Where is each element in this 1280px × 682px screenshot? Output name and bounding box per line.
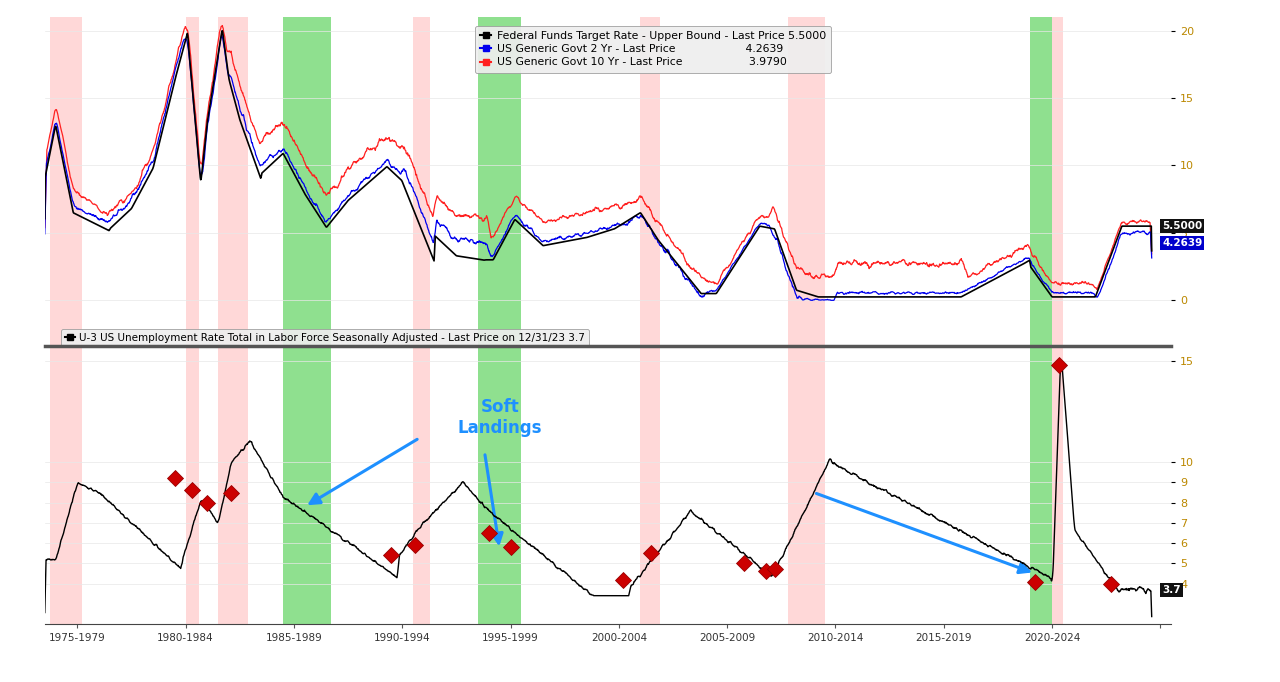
- Bar: [283, 17, 330, 321]
- Bar: [413, 321, 430, 624]
- Bar: [1030, 17, 1052, 321]
- Bar: [283, 321, 330, 624]
- Bar: [218, 321, 248, 624]
- Bar: [50, 321, 82, 624]
- Legend: U-3 US Unemployment Rate Total in Labor Force Seasonally Adjusted - Last Price o: U-3 US Unemployment Rate Total in Labor …: [61, 329, 589, 347]
- Legend: Federal Funds Target Rate - Upper Bound - Last Price 5.5000, US Generic Govt 2 Y: Federal Funds Target Rate - Upper Bound …: [475, 25, 831, 73]
- Bar: [186, 17, 198, 321]
- Bar: [50, 17, 82, 321]
- Bar: [1052, 321, 1062, 624]
- Text: Soft
Landings: Soft Landings: [457, 398, 541, 437]
- Bar: [787, 17, 824, 321]
- Bar: [218, 17, 248, 321]
- Bar: [1030, 321, 1052, 624]
- Bar: [1052, 17, 1062, 321]
- Bar: [477, 17, 521, 321]
- Bar: [640, 321, 660, 624]
- Text: 3.7: 3.7: [1162, 584, 1181, 595]
- Bar: [787, 321, 824, 624]
- Bar: [413, 17, 430, 321]
- Text: 4.2639: 4.2639: [1162, 238, 1203, 248]
- Text: 5.5000: 5.5000: [1162, 221, 1203, 231]
- Bar: [186, 321, 198, 624]
- Bar: [640, 17, 660, 321]
- Bar: [477, 321, 521, 624]
